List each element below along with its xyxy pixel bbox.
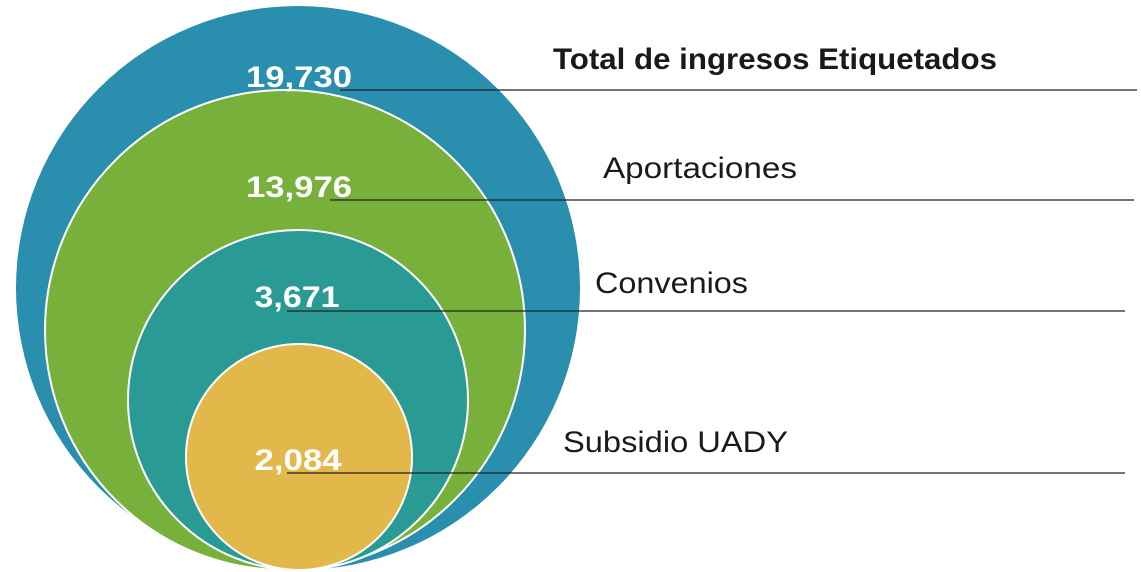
value-label: 3,671	[255, 281, 340, 314]
circle-subsidio	[185, 343, 413, 571]
value-label: 19,730	[246, 61, 352, 94]
item-label: Aportaciones	[603, 152, 797, 185]
item-label: Convenios	[595, 267, 748, 300]
value-label: 13,976	[246, 171, 352, 204]
value-label: 2,084	[255, 444, 342, 477]
item-label: Subsidio UADY	[563, 426, 788, 459]
title: Total de ingresos Etiquetados	[553, 43, 997, 76]
